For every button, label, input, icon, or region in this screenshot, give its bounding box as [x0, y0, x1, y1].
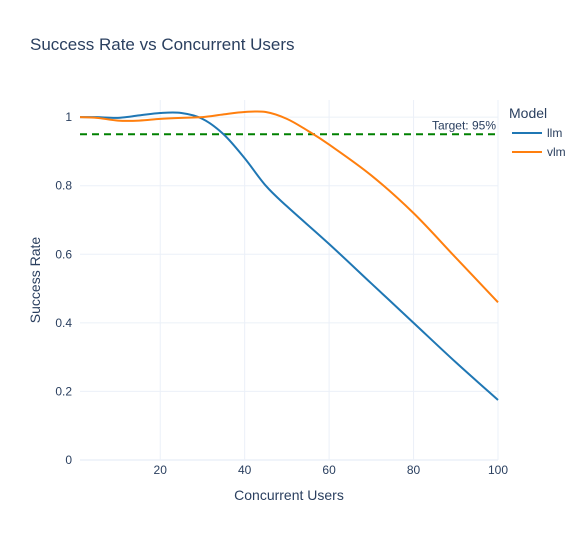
series-line-llm — [79, 111, 499, 401]
y-tick-label: 0.6 — [55, 247, 72, 261]
y-tick-label: 1 — [65, 110, 72, 124]
y-tick-label: 0.2 — [55, 384, 72, 398]
y-tick-label: 0 — [65, 453, 72, 467]
grid — [80, 100, 499, 461]
target-reference: Target: 95% — [80, 118, 498, 136]
x-tick-label: 40 — [238, 463, 252, 477]
legend: Model llm vlm — [509, 105, 566, 159]
x-axis-label: Concurrent Users — [234, 487, 344, 503]
axis-ticks: 0 0.2 0.4 0.6 0.8 1 20 40 60 80 100 — [55, 110, 508, 477]
x-tick-label: 100 — [488, 463, 508, 477]
legend-label-llm: llm — [547, 126, 562, 140]
y-tick-label: 0.8 — [55, 179, 72, 193]
chart-title: Success Rate vs Concurrent Users — [30, 35, 295, 54]
x-tick-label: 80 — [407, 463, 421, 477]
x-tick-label: 60 — [322, 463, 336, 477]
legend-title: Model — [509, 105, 547, 121]
series-line-vlm — [79, 110, 499, 303]
target-label: Target: 95% — [432, 118, 496, 132]
y-axis-label: Success Rate — [27, 237, 43, 324]
x-tick-label: 20 — [154, 463, 168, 477]
series-lines — [79, 110, 499, 401]
legend-label-vlm: vlm — [547, 145, 566, 159]
y-tick-label: 0.4 — [55, 316, 72, 330]
